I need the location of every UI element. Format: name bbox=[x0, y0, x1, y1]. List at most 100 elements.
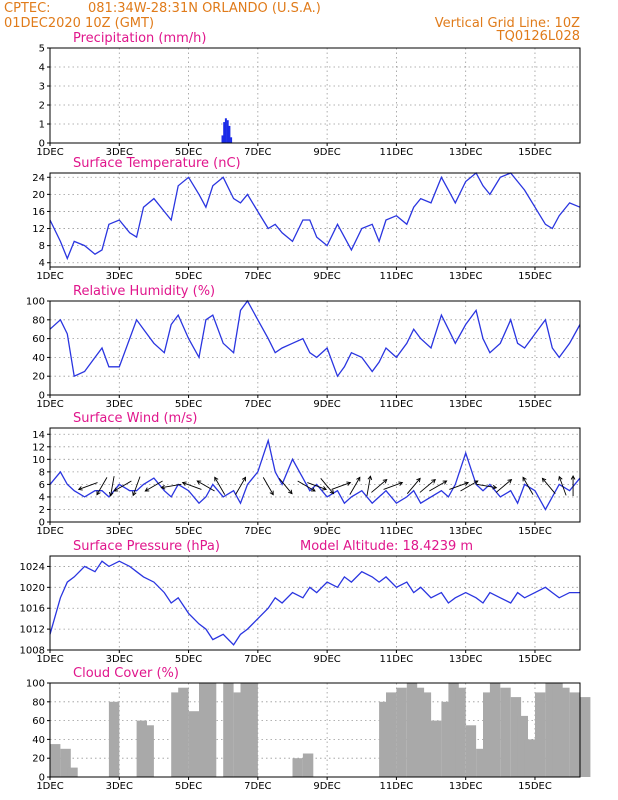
precipitation-y-tick-label: 3 bbox=[39, 82, 45, 93]
humidity-series-line bbox=[49, 299, 581, 378]
cloud-cover-bar bbox=[292, 758, 303, 777]
wind-arrow bbox=[429, 480, 448, 492]
wind-arrow bbox=[144, 480, 163, 492]
pressure-x-tick-label: 9DEC bbox=[313, 654, 340, 665]
precipitation-bar bbox=[226, 120, 229, 143]
pressure-x-tick-label: 1DEC bbox=[36, 654, 63, 665]
humidity-x-tick-label: 3DEC bbox=[106, 399, 133, 410]
wind-arrow bbox=[460, 480, 479, 492]
pressure-y-tick-label: 1020 bbox=[20, 583, 45, 594]
wind-frame bbox=[49, 427, 581, 523]
wind-arrow bbox=[349, 476, 361, 495]
pressure-series-line bbox=[49, 560, 580, 646]
cloud-frame bbox=[49, 682, 581, 778]
precipitation-panel: Precipitation (mm/h) 0 1 2 3 4 5 1DEC 3DEC 5DEC 7D… bbox=[36, 31, 581, 158]
wind-series-line bbox=[49, 438, 581, 511]
wind-title: Surface Wind (m/s) bbox=[73, 411, 197, 426]
precipitation-x-tick-label: 9DEC bbox=[313, 147, 340, 158]
humidity-y-tick-label: 80 bbox=[32, 315, 45, 326]
precipitation-x-tick-label: 5DEC bbox=[175, 147, 202, 158]
humidity-frame bbox=[49, 300, 581, 396]
pressure-title: Surface Pressure (hPa) bbox=[73, 539, 220, 554]
temperature-y-tick-label: 12 bbox=[32, 224, 45, 235]
wind-arrow bbox=[541, 477, 556, 494]
cloud-cover-bar bbox=[60, 748, 71, 777]
wind-y-tick-label: 14 bbox=[32, 430, 45, 441]
precipitation-x-tick-label: 15DEC bbox=[518, 147, 552, 158]
precipitation-x-tick-label: 7DEC bbox=[244, 147, 271, 158]
temperature-x-tick-label: 11DEC bbox=[380, 271, 414, 282]
wind-arrow bbox=[558, 475, 567, 496]
pressure-frame bbox=[49, 555, 581, 651]
wind-arrow bbox=[449, 481, 470, 490]
cloud-cover-bar bbox=[188, 711, 199, 777]
cloud-x-tick-label: 13DEC bbox=[449, 781, 483, 792]
temperature-y-tick-label: 16 bbox=[32, 207, 45, 218]
wind-arrow bbox=[366, 475, 373, 496]
cloud-cover-bar bbox=[143, 725, 154, 777]
humidity-x-tick-label: 13DEC bbox=[449, 399, 483, 410]
wind-y-tick-label: 10 bbox=[32, 455, 45, 466]
pressure-y-tick-label: 1016 bbox=[20, 604, 45, 615]
humidity-y-tick-label: 40 bbox=[32, 353, 45, 364]
wind-x-tick-label: 9DEC bbox=[313, 526, 340, 537]
wind-x-tick-label: 3DEC bbox=[106, 526, 133, 537]
cloud-cover-bar bbox=[552, 683, 563, 777]
cloud-y-tick-label: 100 bbox=[26, 679, 45, 690]
cloud-cover-bar bbox=[379, 701, 390, 777]
cloud-cover-bar bbox=[500, 687, 511, 777]
wind-arrow bbox=[113, 480, 132, 492]
cloud-cover-bar bbox=[50, 744, 61, 777]
temperature-x-tick-label: 15DEC bbox=[518, 271, 552, 282]
wind-arrow bbox=[320, 478, 335, 495]
cloud-cover-bar bbox=[205, 683, 217, 777]
wind-arrow bbox=[383, 481, 404, 490]
temperature-panel: Surface Temperature (nC) 4 8 12 16 20 24 1DEC 3D… bbox=[32, 156, 581, 282]
cloud-cover-bar bbox=[476, 748, 487, 777]
cloud-cover-bar bbox=[510, 697, 522, 777]
cloud-y-tick-label: 80 bbox=[32, 697, 45, 708]
wind-x-tick-label: 11DEC bbox=[380, 526, 414, 537]
wind-arrow bbox=[371, 478, 388, 493]
model-altitude-label: Model Altitude: 18.4239 m bbox=[300, 539, 473, 554]
cloud-cover-bar bbox=[431, 720, 442, 777]
source-label: CPTEC: bbox=[4, 1, 51, 16]
wind-y-tick-label: 2 bbox=[39, 505, 45, 516]
humidity-x-tick-label: 9DEC bbox=[313, 399, 340, 410]
precipitation-x-tick-label: 1DEC bbox=[36, 147, 63, 158]
wind-arrow bbox=[77, 482, 98, 491]
humidity-x-tick-label: 15DEC bbox=[518, 399, 552, 410]
wind-arrow bbox=[278, 478, 293, 495]
wind-arrow bbox=[307, 482, 328, 491]
temperature-y-tick-label: 8 bbox=[39, 241, 45, 252]
cloud-y-tick-label: 60 bbox=[32, 716, 45, 727]
cloud-cover-bar bbox=[559, 687, 570, 777]
wind-arrow bbox=[181, 481, 202, 490]
temperature-x-tick-label: 3DEC bbox=[106, 271, 133, 282]
temperature-x-tick-label: 13DEC bbox=[449, 271, 483, 282]
pressure-y-tick-label: 1008 bbox=[20, 646, 45, 657]
model-code-label: TQ0126L028 bbox=[496, 29, 580, 44]
wind-arrow bbox=[476, 483, 498, 490]
pressure-y-tick-label: 1024 bbox=[20, 562, 45, 573]
wind-arrow bbox=[96, 477, 108, 496]
precipitation-x-tick-label: 3DEC bbox=[106, 147, 133, 158]
pressure-x-tick-label: 11DEC bbox=[380, 654, 414, 665]
precipitation-y-tick-label: 1 bbox=[39, 120, 45, 131]
wind-arrow bbox=[570, 475, 576, 496]
humidity-y-tick-label: 0 bbox=[39, 391, 45, 402]
wind-y-tick-label: 8 bbox=[39, 467, 45, 478]
precipitation-y-tick-label: 2 bbox=[39, 101, 45, 112]
wind-arrow bbox=[108, 476, 115, 497]
cloud-cover-bar bbox=[420, 692, 432, 777]
cloud-cover-bar bbox=[136, 720, 147, 777]
cloud-y-tick-label: 20 bbox=[32, 754, 45, 765]
cloud-cover-bar bbox=[448, 683, 459, 777]
precipitation-bar bbox=[228, 125, 231, 143]
humidity-y-tick-label: 20 bbox=[32, 372, 45, 383]
precipitation-x-tick-label: 13DEC bbox=[449, 147, 483, 158]
wind-arrow bbox=[406, 477, 421, 494]
cloud-x-tick-label: 15DEC bbox=[518, 781, 552, 792]
precipitation-bar bbox=[221, 135, 224, 143]
